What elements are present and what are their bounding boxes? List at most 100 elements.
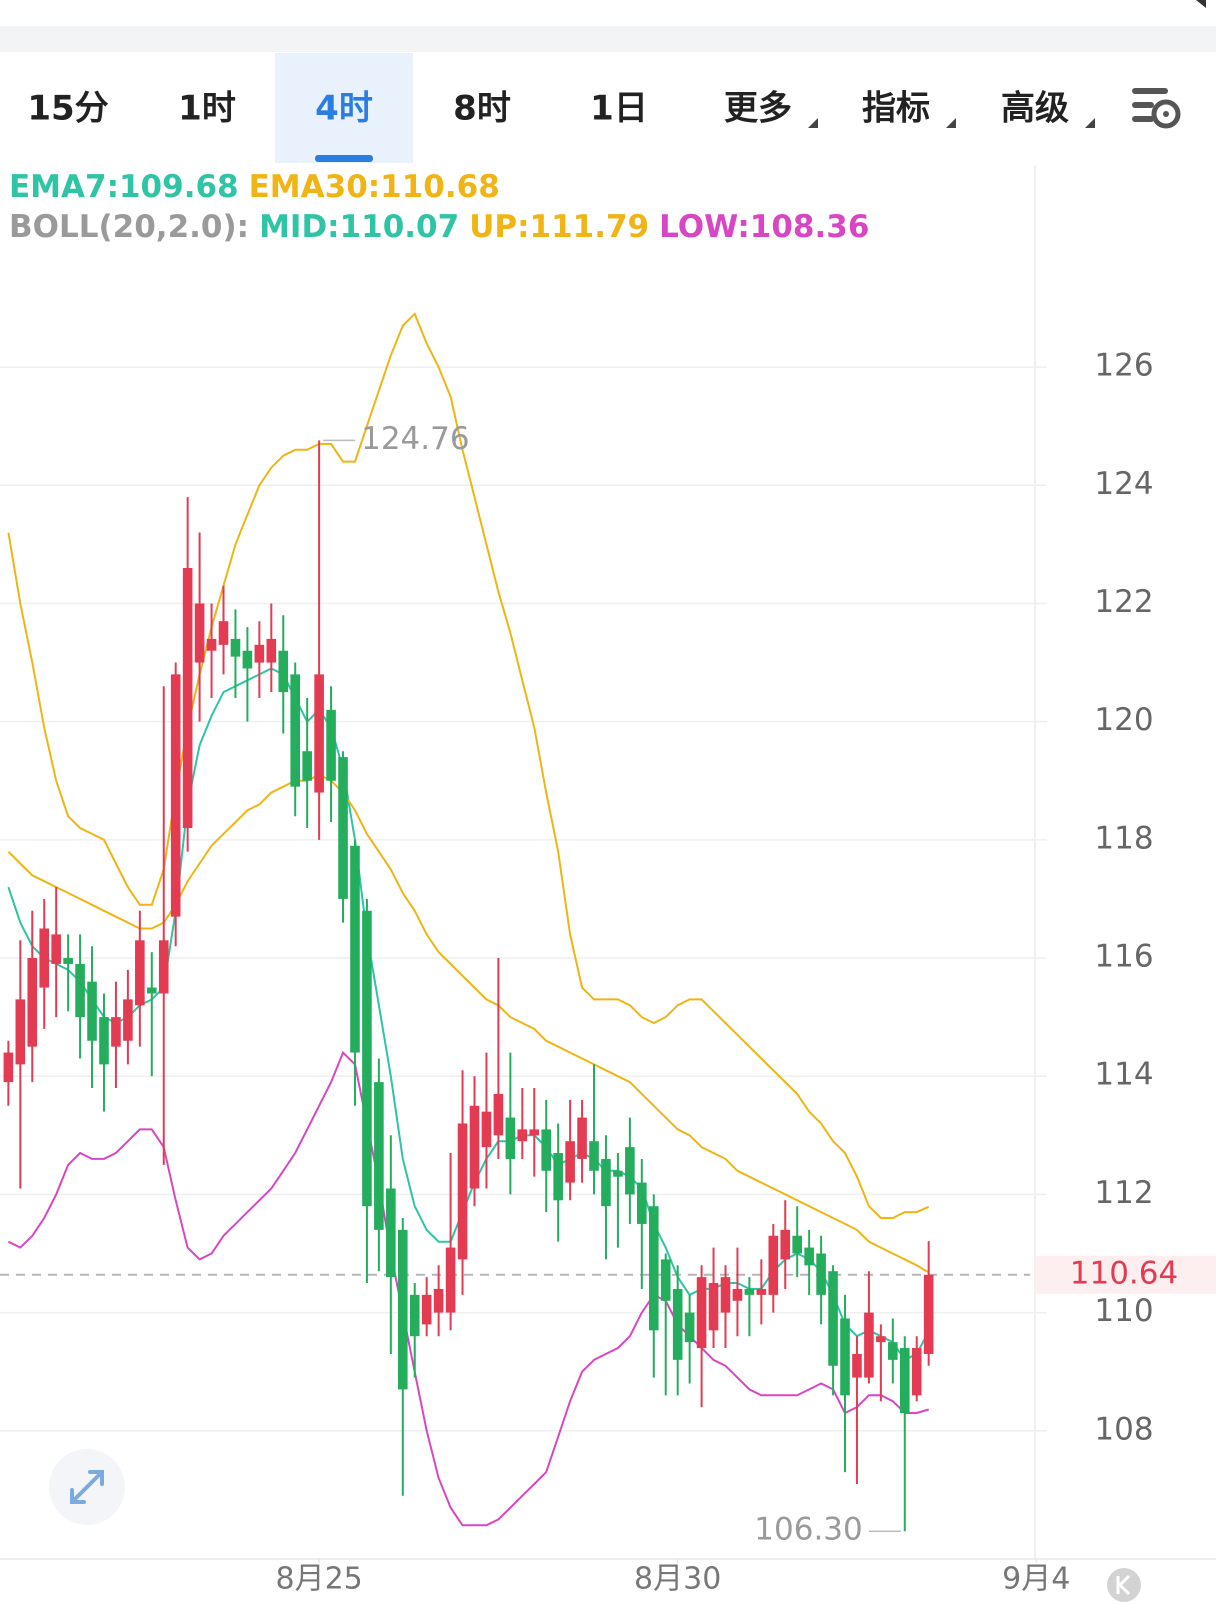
- candle-body: [768, 1235, 779, 1295]
- low-label: 106.30: [754, 1512, 862, 1548]
- candle-body: [792, 1235, 803, 1254]
- candle-body: [158, 940, 169, 994]
- tab-label[interactable]: 4时: [315, 89, 373, 129]
- candle-body: [290, 674, 301, 787]
- legend-item: EMA30:110.68: [249, 169, 500, 205]
- candle-body: [517, 1129, 528, 1142]
- candle-body: [99, 1017, 109, 1065]
- candle-body: [170, 674, 181, 917]
- y-tick-label: 126: [1094, 348, 1153, 384]
- legend-row: BOLL(20,2.0): MID:110.07 UP:111.79 LOW:108.…: [9, 209, 869, 245]
- indicator-line: [7, 1050, 929, 1527]
- dropdown-caret: [1085, 118, 1095, 128]
- candle-body: [911, 1348, 922, 1396]
- candle-body: [732, 1288, 743, 1301]
- candle-body: [541, 1129, 552, 1171]
- candle-body: [577, 1117, 587, 1159]
- candle-body: [421, 1294, 432, 1325]
- candle-body: [672, 1288, 683, 1360]
- legend-item: BOLL(20,2.0):: [9, 209, 249, 245]
- candle-body: [529, 1129, 540, 1136]
- candle-body: [433, 1288, 444, 1313]
- candle-body: [565, 1141, 575, 1183]
- y-tick-label: 124: [1094, 466, 1153, 502]
- tab-label[interactable]: 指标: [862, 89, 930, 129]
- candle-body: [457, 1123, 468, 1260]
- legend-item: MID:110.07: [259, 209, 459, 245]
- tab-label[interactable]: 更多: [724, 89, 792, 129]
- y-tick-label: 122: [1094, 584, 1153, 620]
- candle-body: [828, 1271, 838, 1366]
- tab-label[interactable]: 1时: [178, 89, 236, 129]
- tab-indicator: [315, 155, 373, 162]
- icon-gear-center: [1163, 111, 1169, 117]
- candle-body: [601, 1158, 611, 1207]
- icon-bar: [1132, 116, 1154, 122]
- candle-body: [338, 757, 348, 899]
- candle-body: [111, 1017, 121, 1047]
- last-price-tag: [1035, 1255, 1216, 1294]
- y-tick-label: 108: [1094, 1411, 1153, 1447]
- legend-item: EMA7:109.68: [9, 169, 239, 205]
- candle-body: [804, 1247, 814, 1266]
- candle-body: [780, 1229, 791, 1260]
- candle-body: [326, 709, 336, 781]
- candle-body: [3, 1052, 14, 1083]
- last-price-label: 110.64: [1070, 1255, 1178, 1291]
- y-tick-label: 112: [1094, 1175, 1153, 1211]
- expand-arrow: [70, 1470, 104, 1504]
- candle-body: [218, 621, 229, 645]
- high-label: 124.76: [361, 421, 469, 457]
- candle-body: [135, 940, 145, 1006]
- tab-label[interactable]: 8时: [453, 89, 511, 129]
- x-tick-label: 8月25: [275, 1562, 362, 1597]
- candle-body: [625, 1147, 635, 1195]
- settings-icon[interactable]: [1132, 88, 1181, 129]
- candle-body: [899, 1348, 910, 1414]
- candle-body: [386, 1188, 396, 1278]
- candle-body: [696, 1277, 707, 1349]
- candle-body: [266, 638, 277, 663]
- candle-body: [374, 1082, 384, 1230]
- candle-body: [637, 1182, 647, 1224]
- candle-body: [182, 568, 193, 829]
- legend-item: LOW:108.36: [659, 209, 869, 245]
- candle-body: [445, 1247, 456, 1313]
- candle-body: [278, 650, 289, 693]
- candle-body: [589, 1141, 599, 1171]
- candle-body: [864, 1312, 874, 1378]
- scroll-end-bg: [1107, 1568, 1141, 1602]
- candle-body: [397, 1229, 408, 1390]
- candle-body: [888, 1342, 898, 1360]
- dropdown-caret: [946, 118, 956, 128]
- candle-body: [648, 1206, 659, 1331]
- candle-body: [684, 1312, 695, 1343]
- tab-label[interactable]: 1日: [590, 89, 648, 129]
- expand-button[interactable]: [49, 1449, 125, 1525]
- candle-body: [123, 999, 133, 1041]
- candle-body: [493, 1093, 504, 1136]
- candle-body: [505, 1117, 516, 1159]
- tab-label[interactable]: 高级: [1001, 89, 1069, 129]
- candle-body: [708, 1283, 719, 1331]
- legend-row: EMA7:109.68 EMA30:110.68: [9, 169, 500, 205]
- candle-body: [27, 958, 38, 1047]
- candle-body: [146, 987, 157, 994]
- candle-body: [744, 1288, 755, 1295]
- candle-body: [923, 1274, 934, 1354]
- candle-body: [194, 603, 205, 663]
- toolbar: 15分 1时 4时 8时 1日 更多 指标 高级: [27, 53, 1095, 163]
- candle-body: [720, 1277, 731, 1313]
- candle-body: [15, 999, 26, 1065]
- candle-body: [840, 1318, 850, 1396]
- tab-label[interactable]: 15分: [27, 89, 108, 129]
- candle-body: [314, 674, 324, 793]
- legend-item: UP:111.79: [469, 209, 649, 245]
- icon-bar: [1132, 102, 1154, 108]
- scroll-end-button[interactable]: [1107, 1568, 1141, 1602]
- candle-body: [481, 1111, 492, 1148]
- candle-body: [660, 1259, 671, 1301]
- tab-highlight: [275, 53, 413, 163]
- dropdown-caret: [808, 118, 818, 128]
